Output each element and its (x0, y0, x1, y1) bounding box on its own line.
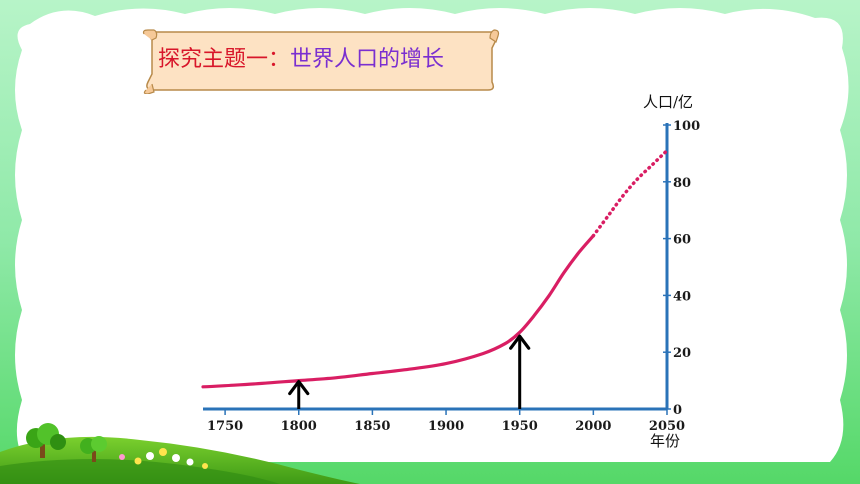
projection-line (591, 148, 669, 238)
y-axis-title: 人口/亿 (643, 93, 693, 111)
title-prefix: 探究主题一： (158, 47, 291, 72)
x-tick-label: 2000 (575, 419, 611, 434)
x-tick-label: 2050 (649, 419, 685, 434)
x-tick-label: 1950 (502, 419, 538, 434)
x-tick-label: 1900 (428, 419, 464, 434)
y-tick-label: 40 (673, 289, 691, 304)
y-tick-label: 0 (673, 403, 682, 418)
y-tick-label: 20 (673, 346, 691, 361)
title-main: 世界人口的增长 (290, 47, 445, 72)
page-title: 探究主题一：世界人口的增长 (158, 40, 490, 80)
y-tick-label: 100 (673, 119, 700, 134)
title-banner (142, 29, 500, 94)
x-tick-label: 1850 (354, 419, 390, 434)
arrow-up-icon (509, 334, 531, 350)
arrow-up-icon (288, 380, 310, 396)
x-tick-label: 1800 (281, 419, 317, 434)
population-line (201, 234, 595, 389)
x-axis-title: 年份 (650, 432, 680, 450)
white-panel (15, 8, 849, 462)
y-tick-label: 80 (673, 176, 691, 191)
tree-icon (26, 423, 107, 462)
x-tick-label: 1750 (207, 419, 243, 434)
flowers-icon (119, 448, 208, 469)
y-tick-label: 60 (673, 233, 691, 248)
